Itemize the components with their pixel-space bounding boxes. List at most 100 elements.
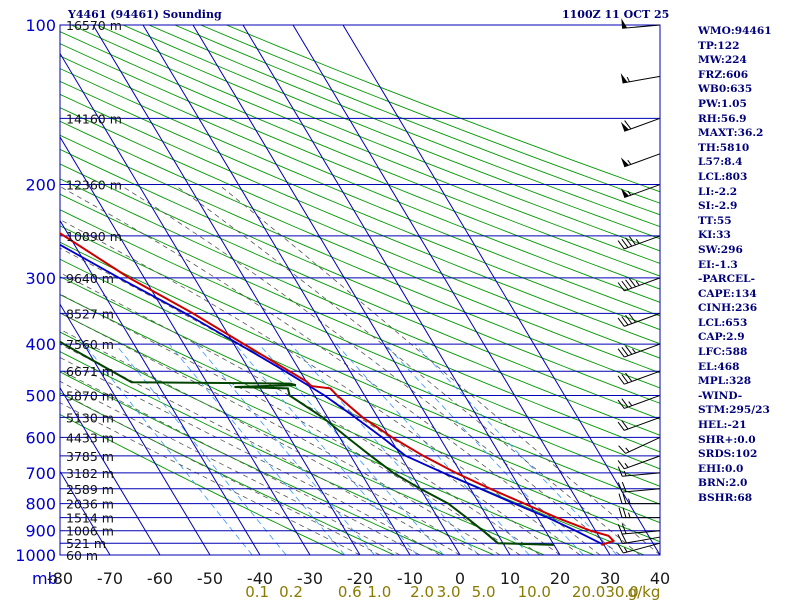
sounding-title: Y4461 (94461) Sounding xyxy=(68,8,222,21)
wind-barb xyxy=(618,493,660,505)
wind-barb-flag xyxy=(622,507,627,518)
height-label: 12360 m xyxy=(66,178,122,193)
wind-barb-flag xyxy=(625,237,633,247)
wind-barb-flag xyxy=(617,460,625,470)
index-item: PW:1.05 xyxy=(698,97,747,110)
dry-adiabat-line xyxy=(60,134,660,389)
mixing-ratio-label: 0.6 xyxy=(338,583,362,600)
index-item: SRDS:102 xyxy=(698,448,758,461)
wind-barb-flag xyxy=(621,420,629,430)
dry-adiabat-line xyxy=(60,107,660,359)
height-label: 8527 m xyxy=(66,306,114,321)
index-item: WB0:635 xyxy=(698,83,753,96)
temperature-tick-label: -70 xyxy=(97,569,123,588)
sounding-series xyxy=(60,232,616,546)
plot-frame xyxy=(59,24,661,556)
wind-barb-flag xyxy=(617,543,624,554)
wind-barb-flag xyxy=(622,493,627,504)
pressure-tick-label: 700 xyxy=(25,464,56,483)
dry-adiabat-line xyxy=(60,93,660,345)
wind-barb-half-flag xyxy=(632,348,636,354)
temperature-tick-label: -10 xyxy=(397,569,423,588)
wind-barb xyxy=(620,117,661,132)
wind-barb-flag xyxy=(617,399,625,409)
dry-adiabat-line xyxy=(60,120,660,374)
wind-barb xyxy=(618,436,661,454)
index-item: SHR+:0.0 xyxy=(698,433,756,446)
wind-barb xyxy=(617,312,661,327)
parcel-trace-line xyxy=(60,243,605,546)
dry-adiabat-line xyxy=(60,55,660,303)
index-item: -WIND- xyxy=(698,389,743,402)
wind-barb-flag xyxy=(617,421,625,431)
wind-barb-staff xyxy=(624,235,661,250)
wind-barb-flag xyxy=(621,347,629,357)
isotherm-line xyxy=(142,25,461,555)
mixing-ratio-label: 0.1 xyxy=(245,583,269,600)
wind-barb xyxy=(617,481,661,493)
pressure-tick-label: 500 xyxy=(25,386,56,405)
isotherm-line xyxy=(192,25,511,555)
dewpoint-line xyxy=(60,340,554,546)
wind-barb-flag xyxy=(617,482,623,493)
mixing-ratio-label: 0.2 xyxy=(279,583,303,600)
index-item: SW:296 xyxy=(698,243,743,256)
index-item: KI:33 xyxy=(698,229,731,242)
index-item: TT:55 xyxy=(698,214,732,227)
wind-barb-half-flag xyxy=(626,76,630,82)
wind-barb xyxy=(617,523,661,535)
wind-barb-half-flag xyxy=(627,190,632,196)
index-item: SI:-2.9 xyxy=(698,200,738,213)
temperature-line xyxy=(60,232,616,546)
index-item: TP:122 xyxy=(698,39,740,52)
index-item: MAXT:36.2 xyxy=(698,127,764,140)
wind-barb xyxy=(620,73,661,84)
isotherm-line xyxy=(0,25,10,555)
wind-barb-flag xyxy=(617,240,625,250)
wind-barb-staff xyxy=(622,24,661,29)
moist-adiabat-line xyxy=(60,272,541,555)
wind-barb-pennant xyxy=(620,188,629,198)
wind-barb-flag xyxy=(617,534,624,544)
wind-barb-half-flag xyxy=(635,238,640,244)
wind-barb xyxy=(617,416,661,431)
wind-barb-staff xyxy=(622,530,661,535)
dry-adiabat-line xyxy=(60,68,660,317)
wind-barb-staff xyxy=(624,370,661,385)
mixing-ratio-label: 3.0 xyxy=(437,583,461,600)
wind-barb xyxy=(620,153,661,168)
wind-barb-flag xyxy=(621,523,627,534)
index-item: TH:5810 xyxy=(698,141,750,154)
wind-barb-pennant xyxy=(620,121,629,132)
mixing-ratio-label: 20.0 xyxy=(572,583,605,600)
wind-barb-staff xyxy=(624,455,661,470)
isotherm-line xyxy=(60,303,211,555)
index-item: RH:56.9 xyxy=(698,112,747,125)
mixing-ratio-line xyxy=(290,343,479,555)
isotherm-line xyxy=(242,25,561,555)
wind-barb-flag xyxy=(621,316,629,326)
height-label: 14160 m xyxy=(66,111,122,126)
dry-adiabat-line xyxy=(71,25,660,264)
wind-barb-flag xyxy=(628,236,636,246)
wind-barb-flag xyxy=(625,372,633,382)
wind-barb-flag xyxy=(618,507,623,518)
wind-barb-flag xyxy=(624,120,632,130)
height-label: 1006 m xyxy=(66,524,114,539)
index-item: MPL:328 xyxy=(698,375,752,388)
pressure-tick-label: 300 xyxy=(25,269,56,288)
mixing-ratio-label: 10.0 xyxy=(518,583,551,600)
height-label: 7560 m xyxy=(66,337,114,352)
wind-barb-flag xyxy=(617,524,623,535)
temperature-tick-label: 30 xyxy=(600,569,620,588)
height-label: 2036 m xyxy=(66,497,114,512)
temperature-tick-label: -20 xyxy=(347,569,373,588)
index-item: WMO:94461 xyxy=(698,25,772,37)
index-item: FRZ:606 xyxy=(698,68,749,81)
index-item: L57:8.4 xyxy=(698,156,743,169)
index-item: CAP:2.9 xyxy=(698,331,745,344)
height-label: 4433 m xyxy=(66,430,114,445)
moist-adiabat-line xyxy=(60,391,381,555)
index-item: CINH:236 xyxy=(698,302,758,315)
